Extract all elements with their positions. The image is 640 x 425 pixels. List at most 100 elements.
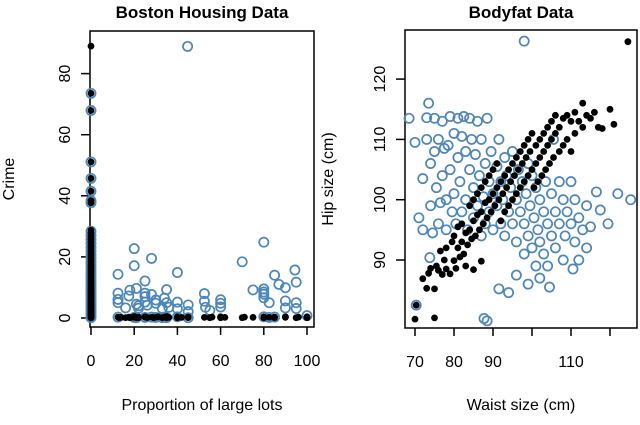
data-point-open [263, 297, 275, 309]
data-point-filled [87, 197, 95, 205]
data-point-filled [474, 190, 481, 198]
data-point-open [289, 264, 301, 276]
data-point-open [530, 260, 542, 272]
data-point-open [538, 248, 550, 260]
data-point-filled [552, 111, 559, 119]
boston-ylabel: Crime [1, 158, 18, 201]
data-point-open [123, 290, 135, 302]
data-point-open [258, 236, 270, 248]
data-point-filled [497, 178, 505, 186]
data-point-filled [501, 172, 509, 180]
data-point-open [464, 164, 476, 176]
data-point-filled [466, 226, 473, 234]
data-point-filled [442, 265, 450, 273]
data-point-open [559, 230, 571, 242]
data-point-open [510, 236, 522, 248]
data-point-filled [491, 202, 499, 210]
data-point-open [161, 284, 173, 296]
data-point-open [522, 230, 534, 242]
data-point-filled [555, 148, 563, 155]
data-point-open [456, 206, 468, 218]
data-point-open [512, 164, 524, 176]
data-point-filled [464, 241, 471, 249]
data-point-filled [489, 190, 497, 198]
data-point-filled [515, 166, 522, 174]
data-point-filled [452, 265, 460, 272]
data-point-open [602, 218, 614, 230]
data-point-open [553, 176, 565, 188]
data-point-open [594, 204, 606, 216]
data-point-open [487, 188, 499, 200]
data-point-filled [522, 154, 530, 161]
bodyfat-axes: 70 80 90 110 90 100 110 120 [372, 66, 611, 371]
data-point-open [542, 218, 554, 230]
data-point-filled [440, 256, 448, 264]
data-point-filled [485, 196, 493, 204]
data-point-filled [530, 184, 538, 192]
data-point-open [421, 133, 433, 145]
data-point-open [130, 282, 142, 294]
data-point-open [432, 133, 444, 145]
data-point-open [534, 272, 546, 284]
data-point-open [466, 133, 478, 145]
data-point-filled [503, 184, 510, 192]
data-point-filled [271, 313, 278, 321]
data-point-filled [442, 244, 450, 252]
data-point-open [247, 284, 259, 296]
data-point-open [423, 97, 435, 109]
data-point-filled [606, 105, 614, 113]
bodyfat-ylabel: Hip size (cm) [320, 132, 337, 225]
data-point-open [485, 146, 497, 157]
data-point-filled [624, 38, 632, 46]
data-point-open [182, 299, 194, 311]
boston-plot-box [89, 30, 315, 328]
data-point-open [452, 112, 464, 124]
data-point-open [182, 40, 194, 52]
data-point-filled [87, 175, 95, 182]
data-point-open [425, 200, 437, 212]
data-point-open [146, 252, 157, 264]
data-point-open [567, 263, 579, 275]
x-tick-label: 0 [87, 353, 96, 370]
data-point-filled [87, 90, 95, 97]
data-point-open [573, 212, 585, 224]
data-point-open [499, 230, 511, 242]
data-point-open [499, 152, 511, 163]
data-point-filled [509, 196, 516, 204]
data-point-filled [472, 232, 479, 240]
data-point-open [565, 218, 577, 230]
data-point-open [460, 146, 472, 157]
x-tick-label: 60 [212, 353, 230, 370]
data-point-filled [260, 313, 268, 321]
data-point-filled [427, 265, 434, 272]
x-tick-label: 110 [558, 354, 584, 371]
data-point-open [413, 212, 425, 224]
data-point-open [569, 194, 581, 206]
data-point-filled [431, 285, 438, 293]
data-point-open [290, 303, 302, 314]
data-point-open [124, 284, 136, 296]
data-point-open [544, 281, 555, 293]
data-point-open [612, 188, 624, 200]
data-point-open [487, 224, 499, 236]
data-point-filled [165, 314, 173, 321]
data-point-filled [458, 220, 466, 228]
bodyfat-plot-box [404, 29, 638, 329]
boston-axes: 0 20 40 60 80 100 0 20 40 60 80 [57, 65, 320, 370]
data-point-filled [610, 120, 618, 128]
data-point-open [112, 268, 124, 280]
data-point-filled [528, 166, 536, 174]
data-point-open [546, 188, 557, 200]
data-point-open [454, 176, 466, 188]
bodyfat-panel: Bodyfat Data 70 80 90 110 90 100 110 120 Waist … [320, 3, 638, 414]
data-point-open [85, 156, 97, 168]
y-tick-label: 120 [372, 66, 389, 93]
data-point-open [85, 185, 97, 197]
data-point-filled [579, 123, 587, 131]
data-point-filled [536, 154, 544, 161]
data-point-filled [540, 148, 548, 155]
data-point-open [215, 301, 227, 313]
data-point-open [440, 224, 452, 236]
x-tick-label: 100 [294, 353, 321, 370]
